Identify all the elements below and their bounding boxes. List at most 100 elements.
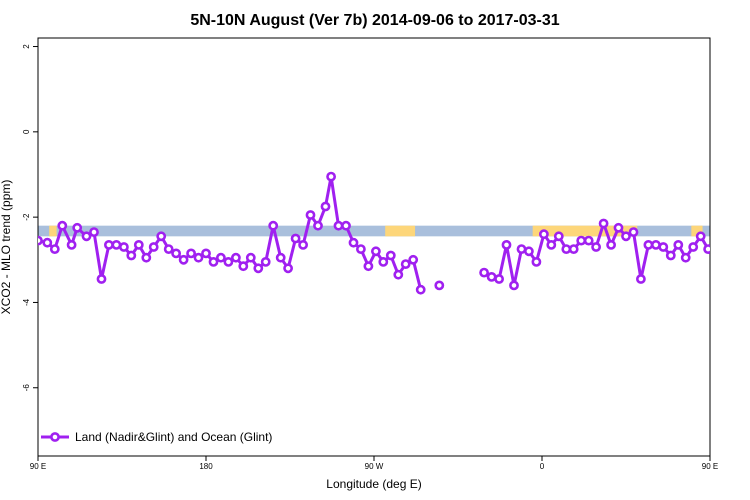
data-point [576,235,587,246]
y-tick-label: -2 [22,213,31,221]
data-point [643,239,654,250]
data-point [539,229,549,240]
data-point [193,252,204,263]
y-tick-label: 2 [22,44,31,49]
chart-title: 5N-10N August (Ver 7b) 2014-09-06 to 201… [190,12,559,29]
data-point [494,274,504,284]
data-point [636,274,646,284]
data-point [38,235,43,246]
data-point [348,237,359,248]
data-point [568,244,579,254]
data-point [326,171,336,182]
land-band-segment [49,225,57,237]
data-point [215,252,226,263]
data-point [283,263,293,274]
data-point [313,220,323,231]
data-point [598,218,609,229]
y-axis: 2 0 -2 -4 -6 [22,44,38,392]
y-axis-label: XCO2 - MLO trend (ppm) [0,180,13,315]
data-point [486,271,497,282]
data-point [238,261,249,272]
data-point [695,231,706,242]
land-band-segment [691,225,703,237]
data-point [378,256,389,267]
data-point [268,220,279,231]
x-tick-label: 0 [540,462,545,471]
data-point [96,274,107,284]
background-band [38,225,739,237]
data-point [223,256,234,267]
data-point [385,250,396,261]
data-point [531,256,542,267]
data-point [119,242,129,252]
data-point [49,244,60,254]
data-point [66,239,77,250]
data-point [148,242,159,252]
data-point [658,242,669,252]
data-point [275,252,286,263]
data-point [393,269,404,280]
y-tick-label: -6 [22,384,31,392]
data-point [355,244,366,254]
legend-label: Land (Nadir&Glint) and Ocean (Glint) [75,430,272,444]
data-point [703,244,710,254]
data-point [583,235,594,246]
data-point [591,242,601,252]
data-point [156,231,167,242]
data-point [72,222,83,233]
data-point [621,231,631,242]
x-tick-label: 90 W [365,462,384,471]
data-point [253,263,264,274]
data-point [479,267,489,278]
data-point [613,222,624,233]
data-point [546,239,557,250]
data-point [186,248,196,259]
data-point [260,256,271,267]
data-point [363,261,374,272]
x-axis-label: Longitude (deg E) [326,477,421,491]
data-point [628,227,639,237]
data-point [501,239,512,250]
x-tick-label: 90 E [702,462,718,471]
land-band-segment [732,226,739,237]
x-axis: 90 E 180 90 W 0 90 E [30,456,718,471]
data-point [42,237,53,248]
data-point [680,252,691,263]
data-point [305,210,316,220]
data-point [509,280,519,291]
land-band-segment [385,225,416,237]
data-point [133,239,144,250]
data-point [245,252,256,263]
data-point [400,259,411,269]
data-point [665,250,676,261]
data-point [208,256,219,267]
data-point [163,244,174,254]
data-point [415,284,426,295]
data-point [333,220,344,231]
data-point [370,246,381,257]
land-band-segment [532,225,638,237]
data-point [524,246,534,257]
data-point [230,252,241,263]
data-point [553,231,564,242]
data-point [201,248,211,259]
data-point [298,239,308,250]
x-tick-label: 90 E [30,462,46,471]
data-point [688,242,699,252]
data-point [141,252,152,263]
data-point [171,248,181,259]
data-point [81,231,92,242]
legend-marker-swatch [50,432,60,442]
data-point [673,239,684,250]
x-tick-label: 180 [199,462,213,471]
data-point [111,239,122,250]
series-layer [38,171,710,295]
y-tick-label: -4 [22,298,31,306]
data-point [606,239,616,250]
data-point [57,220,68,231]
data-point [89,227,99,237]
data-point [178,254,189,265]
data-point [290,233,301,244]
data-point [104,239,114,250]
